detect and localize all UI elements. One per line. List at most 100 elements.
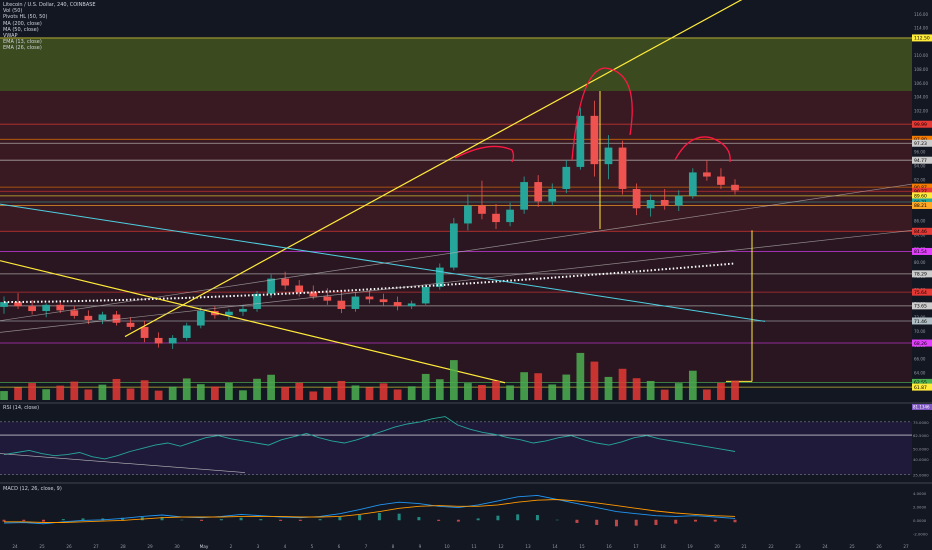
time-tick-label: 27	[93, 544, 99, 549]
volume-bar	[98, 384, 107, 400]
candle-body	[731, 184, 739, 191]
time-tick-label: 21	[741, 544, 747, 549]
rsi-pane-label[interactable]: RSI (14, close)	[3, 405, 40, 411]
price-label-tag	[912, 378, 932, 386]
price-tick-label: 110.00	[914, 53, 928, 58]
rsi-line	[3, 416, 736, 460]
resistance-zone-green	[0, 37, 912, 92]
time-tick-label: 9	[419, 544, 422, 549]
price-label-text: 99.99	[914, 122, 927, 128]
volume-bar	[618, 368, 627, 400]
macd-histogram-bar	[101, 518, 105, 521]
macd-histogram-bar	[160, 517, 164, 521]
candle-body	[154, 337, 163, 344]
signal-line	[4, 499, 736, 523]
time-tick-label: 3	[257, 544, 260, 549]
macd-histogram-bar	[516, 514, 520, 521]
rsi-current-tag	[912, 404, 932, 410]
price-label-text: 84.46	[914, 229, 927, 235]
volume-bar	[0, 391, 8, 400]
price-tick-label: 96.00	[914, 150, 926, 155]
macd-histogram-bar	[417, 517, 421, 521]
volume-bar	[196, 384, 205, 400]
volume-bar	[84, 389, 93, 400]
volume-bar	[506, 385, 514, 400]
macd-histogram-bar	[358, 515, 362, 521]
time-tick-label: 23	[795, 544, 801, 549]
volume-bar	[646, 380, 655, 400]
volume-bar	[267, 374, 275, 400]
candle-body	[351, 296, 360, 309]
price-label-tag	[912, 34, 932, 42]
indicator-ma50[interactable]: MA (50, close)	[3, 26, 39, 33]
price-label-tag	[912, 201, 932, 209]
indicator-ema26[interactable]: EMA (26, close)	[3, 45, 42, 52]
candle-body	[323, 296, 332, 301]
volume-bar	[717, 382, 725, 400]
macd-histogram-bar	[654, 519, 658, 525]
macd-histogram-bar	[61, 519, 65, 521]
volume-bar	[168, 386, 177, 400]
indicator-ma200[interactable]: MA (200, close)	[3, 20, 42, 27]
time-tick-label: 12	[498, 544, 504, 549]
macd-histogram-bar	[674, 519, 678, 524]
macd-histogram-bar	[200, 519, 204, 521]
time-tick-label: 7	[365, 544, 368, 549]
candle-body	[98, 314, 107, 320]
time-tick-label: 6	[338, 544, 341, 549]
macd-histogram-bar	[42, 519, 46, 522]
time-tick-label: 19	[687, 544, 693, 549]
volume-bar	[182, 378, 191, 400]
volume-bar	[534, 373, 543, 400]
macd-histogram-bar	[279, 519, 283, 521]
candle-body	[379, 299, 388, 303]
indicator-ema13[interactable]: EMA (13, close)	[3, 39, 42, 46]
indicator-vol[interactable]: Vol (50)	[3, 8, 23, 15]
candle-body	[435, 267, 444, 287]
candle-body	[84, 315, 93, 320]
price-label-tag	[912, 302, 932, 310]
indicator-vwap[interactable]: VWAP	[3, 33, 18, 40]
macd-histogram-bar	[81, 518, 85, 521]
volume-bar	[42, 389, 51, 400]
macd-line	[3, 494, 736, 525]
candle-body	[632, 188, 641, 209]
macd-histogram-bar	[733, 519, 737, 523]
macd-histogram-bar	[555, 519, 559, 521]
volume-bar	[464, 383, 472, 400]
candle-body	[590, 115, 599, 165]
time-tick-label: 25	[849, 544, 855, 549]
price-tick-label: 92.00	[914, 177, 926, 182]
macd-histogram-bar	[437, 519, 441, 521]
volume-bar	[309, 391, 318, 400]
symbol-title[interactable]: Litecoin / U.S. Dollar, 240, COINBASE	[3, 2, 96, 8]
macd-histogram-bar	[180, 519, 184, 521]
candle-body	[506, 209, 514, 223]
volume-bar	[393, 389, 402, 400]
indicator-pivots[interactable]: Pivots HL (50, 50)	[3, 14, 48, 21]
macd-histogram-bar	[2, 519, 6, 522]
price-label-text: 112.50	[914, 36, 930, 42]
macd-histogram-bar	[318, 519, 322, 521]
time-tick-label: 4	[284, 544, 287, 549]
candle-body	[562, 166, 571, 189]
volume-bar	[576, 352, 585, 400]
volume-bar	[604, 376, 613, 400]
price-label-tag	[912, 183, 932, 191]
price-tick-label: 66.00	[914, 357, 926, 362]
price-label-text: 97.23	[914, 141, 927, 147]
candle-body	[646, 200, 655, 209]
macd-histogram-bar	[22, 519, 26, 521]
price-tick-label: 102.00	[914, 108, 928, 113]
macd-tick-label: 4.0000	[913, 491, 927, 496]
candle-body	[717, 176, 725, 185]
candle-body	[407, 303, 416, 307]
price-tick-label: 64.00	[914, 370, 926, 375]
macd-pane-label[interactable]: MACD (12, 26, close, 9)	[3, 486, 62, 492]
candle-body	[576, 115, 585, 167]
candle-body	[295, 285, 304, 293]
volume-bar	[295, 382, 304, 400]
rsi-tick-label: 62.5000	[913, 433, 929, 438]
volume-bar	[703, 389, 711, 400]
